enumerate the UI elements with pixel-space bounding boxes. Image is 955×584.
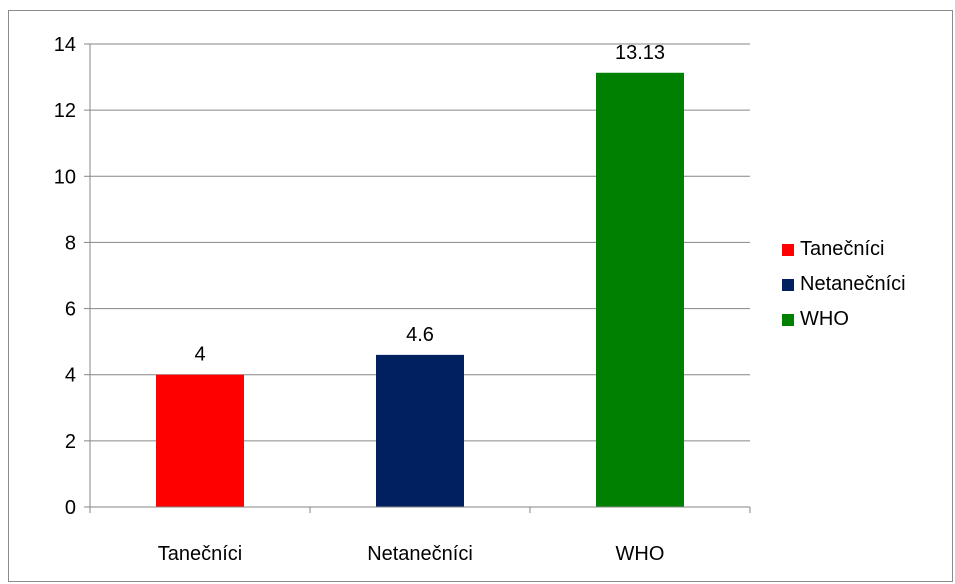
- y-tick-label: 8: [65, 232, 76, 254]
- legend-label: Netanečníci: [800, 273, 906, 295]
- legend-item: Netanečníci: [782, 271, 906, 298]
- data-label: 4.6: [406, 324, 434, 346]
- legend: Tanečníci Netanečníci WHO: [782, 236, 906, 341]
- labels: 0 2 4 6 8 10 12 14 4 Tanečníci 4.6 Netanečníci 13.13…: [54, 34, 665, 565]
- y-tick-label: 0: [65, 497, 76, 519]
- x-tick-label: Tanečníci: [158, 543, 243, 565]
- x-tick-label: WHO: [616, 543, 665, 565]
- y-tick-label: 12: [54, 100, 76, 122]
- legend-label: Tanečníci: [800, 238, 885, 260]
- legend-label: WHO: [800, 308, 849, 330]
- y-tick-label: 10: [54, 166, 76, 188]
- y-tick-label: 2: [65, 431, 76, 453]
- legend-swatch-netanecnici: [782, 278, 794, 291]
- legend-item: Tanečníci: [782, 236, 906, 263]
- bar: [376, 354, 464, 507]
- y-tick-label: 4: [65, 365, 76, 387]
- legend-item: WHO: [782, 306, 906, 333]
- axes: [84, 43, 751, 513]
- bars: [156, 72, 684, 507]
- data-label: 13.13: [615, 42, 665, 64]
- data-label: 4: [194, 344, 205, 366]
- bar: [156, 374, 244, 507]
- bar: [596, 72, 684, 507]
- legend-swatch-who: [782, 313, 794, 326]
- y-tick-label: 6: [65, 299, 76, 321]
- x-tick-label: Netanečníci: [367, 543, 473, 565]
- y-tick-label: 14: [54, 34, 76, 56]
- legend-swatch-tanecnici: [782, 243, 794, 256]
